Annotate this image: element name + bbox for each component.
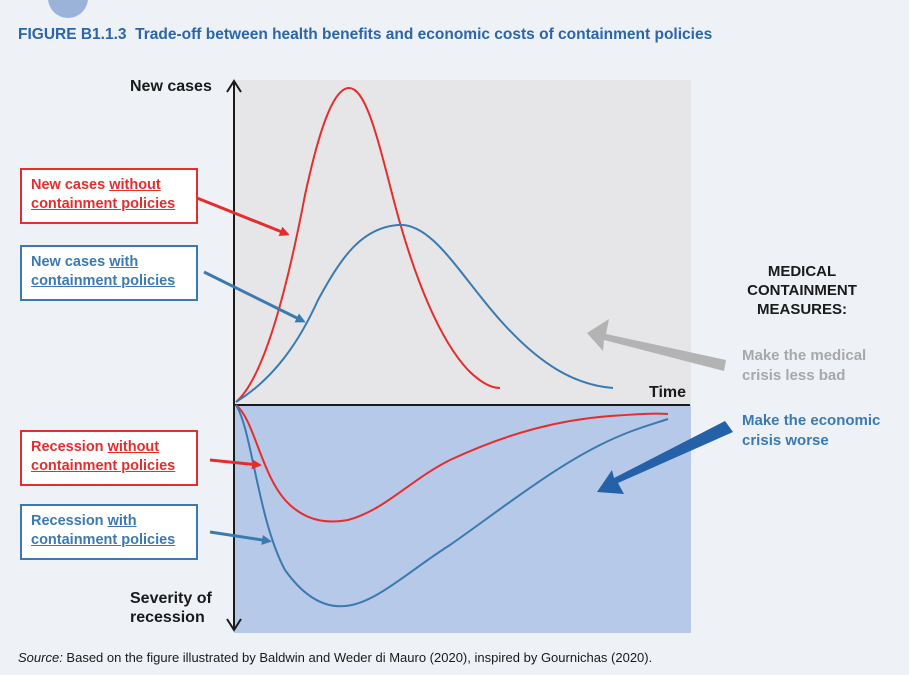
pointer-recession-without [209, 458, 262, 470]
x-axis-label: Time [649, 384, 687, 401]
box-cases-without: New cases without containment policies [20, 168, 198, 224]
source-note: Source: Based on the figure illustrated … [18, 650, 652, 665]
medical-arrow [587, 319, 726, 371]
box-recession-without-prefix: Recession [31, 439, 108, 455]
box-recession-with-line2: containment policies [31, 532, 176, 548]
medical-note-line2: crisis less bad [742, 367, 846, 384]
y-axis-top-label: New cases [130, 78, 212, 95]
medical-note-line1: Make the medical [742, 347, 867, 364]
box-cases-with-prefix: New cases [31, 254, 110, 270]
box-cases-with-line2: containment policies [31, 273, 176, 289]
medical-note: Make the medical crisis less bad [742, 346, 866, 386]
top-panel [234, 80, 691, 404]
box-cases-without-emph: without [109, 177, 161, 193]
source-text: Based on the figure illustrated by Baldw… [62, 650, 653, 665]
side-heading-line3: MEASURES: [756, 301, 847, 318]
box-cases-with-emph: with [109, 254, 139, 270]
curve-recession-with [235, 404, 669, 608]
box-cases-without-prefix: New cases [31, 177, 110, 193]
figure-title-text: Trade-off between health benefits and ec… [135, 26, 713, 43]
box-cases-with: New cases with containment policies [20, 245, 198, 301]
box-recession-with: Recession with containment policies [20, 504, 198, 560]
y-axis-arrow-up [226, 79, 242, 93]
economic-note: Make the economic crisis worse [742, 411, 880, 451]
box-cases-without-line2: containment policies [31, 196, 176, 212]
figure-label: FIGURE B1.1.3 [18, 26, 127, 43]
side-heading-line2: CONTAINMENT [747, 282, 857, 299]
curve-recession-without [235, 404, 669, 523]
curve-cases-without [235, 86, 501, 403]
pointer-recession-with [209, 530, 272, 545]
economic-note-line1: Make the economic [742, 412, 881, 429]
box-recession-with-emph: with [107, 513, 137, 529]
box-recession-without: Recession without containment policies [20, 430, 198, 486]
figure-title: FIGURE B1.1.3 Trade-off between health b… [18, 26, 712, 44]
curve-cases-with [235, 223, 614, 403]
y-axis-arrow-down [226, 618, 242, 632]
source-label: Source: [18, 650, 63, 665]
box-recession-without-emph: without [107, 439, 160, 455]
figure-badge [48, 0, 88, 18]
y-axis-bottom-label: Severity of recession [130, 589, 212, 627]
y-axis-bottom-label-line2: recession [130, 609, 205, 626]
pointer-cases-without [191, 194, 290, 237]
y-axis-bottom-label-line1: Severity of [130, 590, 212, 607]
pointer-cases-with [203, 270, 306, 323]
economic-note-line2: crisis worse [742, 432, 829, 449]
box-recession-without-line2: containment policies [31, 458, 176, 474]
bottom-panel [234, 405, 691, 633]
economic-arrow [597, 421, 733, 494]
box-recession-with-prefix: Recession [31, 513, 108, 529]
side-heading-line1: MEDICAL [767, 263, 837, 280]
side-heading: MEDICAL CONTAINMENT MEASURES: [732, 262, 872, 319]
